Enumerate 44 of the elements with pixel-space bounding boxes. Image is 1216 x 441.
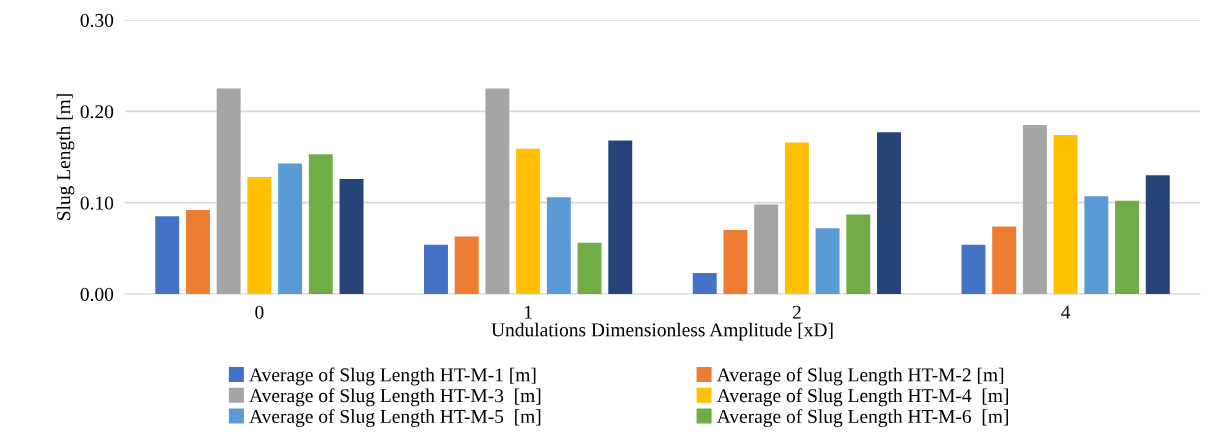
bar: [185, 209, 210, 294]
bar: [1084, 196, 1109, 294]
legend-label: Average of Slug Length HT-M-5 [m]: [249, 409, 541, 428]
bar: [877, 132, 901, 294]
bar: [155, 216, 180, 294]
bar: [516, 148, 541, 294]
y-axis-title: Slug Length [m]: [56, 94, 75, 220]
x-tick-label: 0: [255, 305, 264, 319]
legend-label: Average of Slug Length HT-M-3 [m]: [249, 388, 541, 407]
y-tick-label: 0.30: [80, 13, 114, 28]
bar: [1145, 175, 1170, 294]
legend-label: Average of Slug Length HT-M-2 [m]: [716, 367, 1004, 386]
bar: [424, 244, 448, 294]
bar: [815, 228, 840, 294]
legend-label: Average of Slug Length HT-M-1 [m]: [249, 367, 536, 386]
bar: [216, 88, 241, 294]
x-axis-title: Undulations Dimensionless Amplitude [xD]: [491, 322, 833, 341]
bar: [1053, 135, 1078, 294]
x-tick-label: 2: [792, 305, 801, 319]
bar: [577, 242, 602, 294]
x-tick-label: 4: [1061, 305, 1071, 319]
bar: [608, 140, 633, 294]
bar: [485, 88, 510, 294]
legend-label: Average of Slug Length HT-M-6 [m]: [716, 409, 1008, 428]
legend-label: Average of Slug Length HT-M-4 [m]: [716, 388, 1008, 407]
bar: [723, 230, 748, 294]
y-tick-label: 0.10: [80, 196, 114, 210]
bar: [247, 177, 272, 294]
bar: [846, 214, 871, 294]
bar: [1115, 200, 1140, 294]
bar: [339, 178, 364, 294]
y-tick-label: 0.00: [80, 287, 114, 302]
bar: [992, 226, 1017, 294]
bar: [754, 204, 779, 294]
bar: [784, 142, 809, 294]
bar: [692, 272, 717, 294]
y-tick-label: 0.20: [80, 105, 114, 119]
bar: [1022, 125, 1047, 294]
bar: [546, 197, 571, 294]
bar: [454, 236, 479, 294]
bar: [308, 154, 333, 294]
bar: [961, 244, 986, 294]
x-tick-label: 1: [524, 305, 532, 319]
bar: [278, 163, 303, 294]
